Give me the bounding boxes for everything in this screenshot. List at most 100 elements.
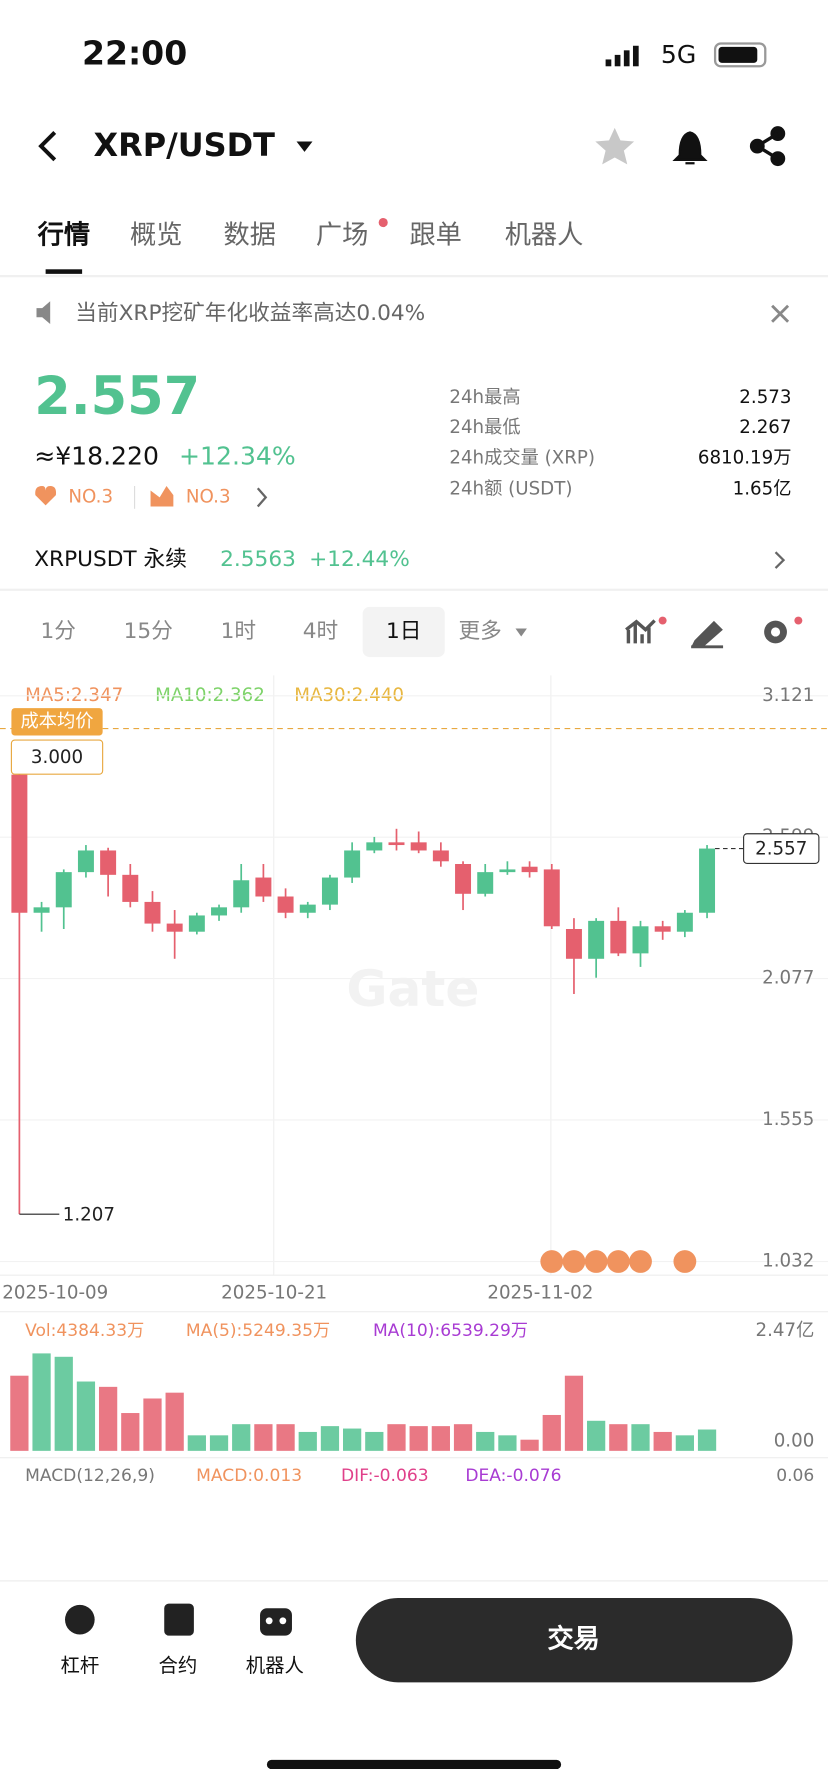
candle-body bbox=[699, 848, 716, 913]
indicator-icon[interactable] bbox=[625, 619, 656, 644]
interval[interactable]: 1分 bbox=[40, 619, 75, 644]
interval[interactable]: 15分 bbox=[124, 619, 173, 644]
contract-icon[interactable] bbox=[164, 1603, 194, 1636]
chevron[interactable] bbox=[256, 487, 268, 508]
volume-bar bbox=[631, 1424, 650, 1451]
low-label: 1.207 bbox=[63, 1204, 115, 1225]
volume-bar bbox=[675, 1435, 694, 1451]
back-button[interactable] bbox=[38, 131, 57, 162]
ai-badge bbox=[540, 1250, 564, 1273]
y-tick-label: 2.077 bbox=[762, 968, 814, 989]
tab[interactable]: 数据 bbox=[224, 221, 276, 251]
candle-body bbox=[166, 923, 183, 932]
draw-icon[interactable] bbox=[691, 620, 724, 649]
watermark: Gate bbox=[346, 959, 479, 1018]
candle-body bbox=[477, 872, 494, 894]
rank-label: NO.3 bbox=[68, 486, 113, 507]
volume-bar bbox=[10, 1375, 29, 1451]
favorite-icon[interactable] bbox=[595, 127, 635, 165]
signal-icon bbox=[605, 45, 639, 67]
chart-area: Gate bbox=[273, 675, 552, 1276]
candle-body bbox=[233, 880, 250, 908]
vol-label: Vol:4384.33万 bbox=[25, 1321, 144, 1341]
tab-indicator bbox=[45, 269, 83, 274]
tab[interactable]: 概览 bbox=[130, 221, 182, 251]
stat-label: 24h最低 bbox=[449, 417, 520, 438]
macd-label: MACD(12,26,9) bbox=[25, 1466, 155, 1486]
volume-bar bbox=[165, 1392, 184, 1451]
nav-label[interactable]: 合约 bbox=[159, 1654, 198, 1677]
interval[interactable]: 1时 bbox=[221, 619, 256, 644]
perp-name[interactable]: XRPUSDT 永续 bbox=[34, 547, 187, 572]
interval[interactable]: 1日 bbox=[386, 619, 421, 644]
interval[interactable]: 4时 bbox=[303, 619, 338, 644]
interval[interactable]: 更多 bbox=[458, 619, 501, 644]
volume-bar bbox=[98, 1386, 118, 1451]
chevron[interactable] bbox=[774, 551, 786, 569]
volume-bar bbox=[320, 1426, 340, 1451]
vol-tick-label: 0.00 bbox=[774, 1431, 815, 1452]
ai-badge bbox=[606, 1250, 630, 1273]
volume-bar bbox=[343, 1428, 362, 1451]
volume-bar bbox=[453, 1424, 473, 1451]
candle-body bbox=[144, 901, 161, 924]
nav-label[interactable]: 杠杆 bbox=[60, 1654, 99, 1677]
tab[interactable]: 行情 bbox=[37, 220, 90, 251]
y-tick-label: 1.032 bbox=[762, 1251, 814, 1272]
tab[interactable]: 广场 bbox=[316, 221, 368, 251]
volume-bar bbox=[232, 1424, 251, 1451]
ai-badge bbox=[629, 1250, 652, 1273]
ai-badge bbox=[584, 1250, 608, 1273]
volume-bar bbox=[187, 1435, 206, 1451]
candle-body bbox=[588, 920, 605, 959]
dropdown-arrow[interactable] bbox=[296, 141, 313, 152]
volume-bar bbox=[298, 1431, 317, 1451]
cny-price: ≈¥18.220 bbox=[34, 441, 159, 470]
stat-value: 2.573 bbox=[739, 387, 791, 408]
trend-icon bbox=[150, 485, 174, 507]
macd-label: DEA:-0.076 bbox=[465, 1466, 561, 1486]
leverage-icon[interactable] bbox=[65, 1604, 95, 1635]
stat-value: 1.65亿 bbox=[733, 478, 792, 499]
dropdown-arrow[interactable] bbox=[515, 628, 527, 637]
pair-title[interactable]: XRP/USDT bbox=[94, 126, 276, 164]
notice-text: 当前XRP挖矿年化收益率高达0.04% bbox=[75, 301, 425, 326]
share-icon[interactable] bbox=[749, 126, 786, 167]
candle-body bbox=[521, 866, 538, 873]
last-price-box bbox=[743, 833, 820, 864]
x-tick-label: 2025-10-21 bbox=[221, 1282, 327, 1303]
alert-icon[interactable] bbox=[672, 131, 708, 165]
trade-button[interactable] bbox=[355, 1597, 793, 1683]
volume-bar bbox=[431, 1426, 450, 1451]
nav-label[interactable]: 机器人 bbox=[246, 1654, 304, 1677]
badge-dot bbox=[378, 217, 388, 228]
home-indicator bbox=[266, 1759, 562, 1770]
tab[interactable]: 跟单 bbox=[409, 221, 461, 251]
cost-label: 成本均价 bbox=[21, 711, 94, 732]
stat-value: 2.267 bbox=[739, 417, 791, 438]
volume-bar bbox=[276, 1424, 295, 1451]
change-percent: +12.34% bbox=[179, 441, 296, 470]
candle-body bbox=[299, 904, 316, 913]
trade-label[interactable]: 交易 bbox=[547, 1624, 599, 1655]
vol-legend: Vol:4384.33万 MA(5):5249.35万 MA(10):6539.… bbox=[25, 1321, 528, 1341]
candle-body bbox=[455, 864, 472, 894]
candle-body bbox=[366, 842, 383, 851]
volume-bar bbox=[76, 1381, 96, 1451]
volume-bar bbox=[254, 1424, 273, 1451]
tab[interactable]: 机器人 bbox=[505, 221, 584, 251]
robot-icon[interactable] bbox=[260, 1608, 292, 1636]
candle-body bbox=[344, 850, 361, 878]
volume-bar bbox=[32, 1353, 51, 1451]
candle-body bbox=[565, 928, 582, 959]
stat-label: 24h最高 bbox=[449, 387, 520, 408]
speaker-icon bbox=[36, 301, 51, 325]
close-notice[interactable] bbox=[771, 304, 790, 323]
macd-legend: MACD(12,26,9) MACD:0.013 DIF:-0.063 DEA:… bbox=[25, 1466, 814, 1486]
vol-label: MA(10):6539.29万 bbox=[373, 1321, 528, 1341]
y-tick-label: 1.555 bbox=[762, 1109, 814, 1130]
volume-bar bbox=[121, 1413, 140, 1451]
volume-bar bbox=[209, 1435, 229, 1451]
battery bbox=[713, 42, 767, 68]
macd-tick: 0.06 bbox=[776, 1466, 814, 1486]
